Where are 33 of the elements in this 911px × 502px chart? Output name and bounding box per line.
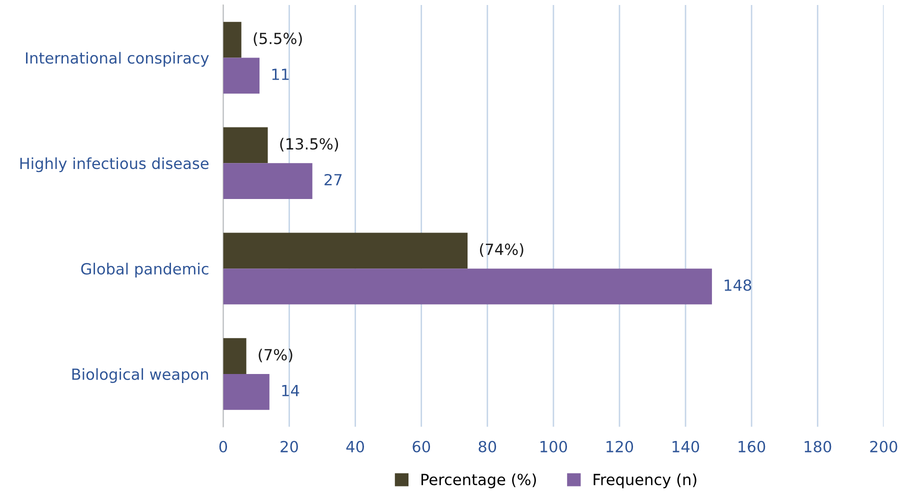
x-tick-label: 200	[870, 440, 898, 452]
y-tick-label: Biological weapon	[72, 368, 208, 383]
x-tick-label: 80	[478, 440, 496, 452]
data-label: (5.5%)	[254, 32, 302, 46]
x-tick-label: 20	[280, 440, 298, 452]
x-tick-label: 60	[412, 440, 430, 452]
y-tick-label: Global pandemic	[81, 262, 208, 278]
x-tick-label: 120	[606, 440, 634, 452]
legend-label: Frequency (n)	[594, 473, 696, 488]
x-tick-label: 180	[804, 440, 832, 452]
data-label: 27	[324, 174, 342, 186]
bar	[223, 232, 468, 269]
x-tick-label: 160	[738, 440, 766, 452]
bar	[223, 22, 242, 58]
data-label: (7%)	[258, 348, 292, 362]
data-label: 14	[282, 384, 300, 396]
y-tick-label: Highly infectious disease	[20, 157, 208, 172]
x-tick-label: 40	[346, 440, 364, 452]
bar	[223, 163, 312, 199]
bar	[223, 338, 246, 374]
y-tick-label: International conspiracy	[26, 52, 209, 67]
data-label: (13.5%)	[280, 138, 338, 152]
data-label: (74%)	[480, 243, 524, 257]
data-label: 11	[272, 68, 289, 80]
x-tick-label: 100	[540, 440, 567, 452]
bar	[223, 268, 712, 304]
legend-label: Percentage (%)	[422, 473, 536, 488]
x-tick-label: 140	[672, 440, 700, 452]
bar	[223, 127, 268, 164]
x-tick-label: 0	[219, 440, 228, 452]
data-label: 148	[724, 279, 752, 291]
bar	[223, 374, 270, 410]
bar	[223, 58, 260, 94]
